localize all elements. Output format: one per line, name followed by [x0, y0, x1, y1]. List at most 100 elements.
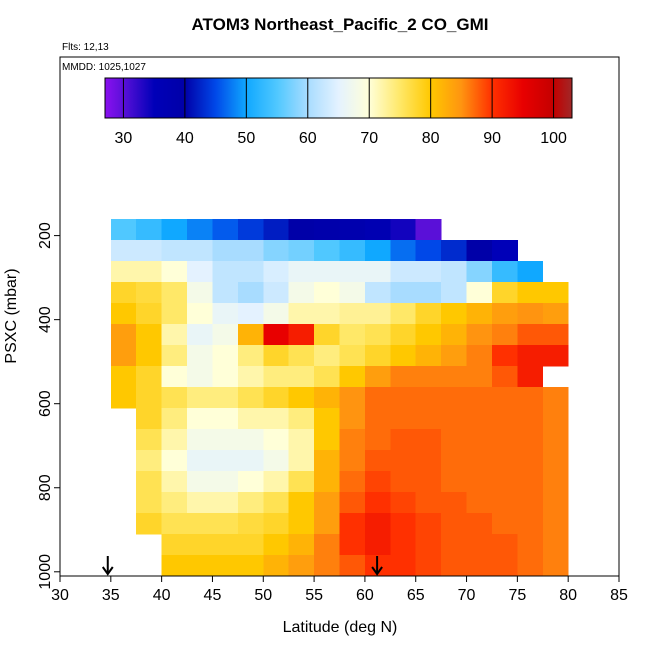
heat-cell: [339, 449, 366, 472]
heat-cell: [364, 449, 391, 472]
heat-cell: [364, 470, 391, 493]
heat-cell: [390, 407, 417, 430]
heat-cell: [263, 302, 290, 325]
y-tick-label: 800: [37, 474, 54, 501]
heat-cell: [415, 260, 442, 283]
heat-cell: [110, 344, 137, 367]
heat-cell: [441, 533, 467, 556]
heat-cell: [237, 323, 264, 346]
x-tick-label: 50: [254, 587, 272, 604]
heat-cell: [237, 512, 264, 535]
heat-cell: [161, 302, 188, 325]
heat-cell: [390, 449, 417, 472]
heat-cell: [263, 407, 290, 430]
heat-cell: [187, 386, 213, 409]
heat-cell: [212, 470, 239, 493]
heat-cell: [517, 281, 544, 304]
heat-cell: [466, 491, 493, 514]
heat-cell: [415, 449, 442, 472]
heat-cell: [263, 428, 290, 451]
heat-cell: [212, 239, 239, 262]
heat-cell: [187, 365, 213, 388]
heat-cell: [364, 365, 391, 388]
heat-cell: [339, 386, 366, 409]
heat-cell: [288, 554, 315, 577]
heat-cell: [390, 239, 417, 262]
heat-cell: [110, 281, 137, 304]
heat-cell: [466, 533, 493, 556]
heat-cell: [212, 386, 239, 409]
heat-cell: [415, 239, 442, 262]
heat-cell: [136, 491, 163, 514]
heat-cell: [187, 281, 213, 304]
heat-cell: [187, 260, 213, 283]
heat-cell: [161, 260, 188, 283]
heat-cell: [364, 407, 391, 430]
heat-cell: [263, 323, 290, 346]
heat-cell: [212, 428, 239, 451]
heat-cell: [491, 239, 518, 262]
heat-cell: [314, 365, 340, 388]
heat-cell: [212, 344, 239, 367]
heat-cell: [263, 239, 290, 262]
heat-cell: [415, 218, 442, 241]
heat-cell: [466, 386, 493, 409]
heat-cell: [136, 470, 163, 493]
heat-cell: [212, 449, 239, 472]
heat-cell: [110, 302, 137, 325]
heat-cell: [187, 428, 213, 451]
heat-cell: [339, 239, 366, 262]
heat-cell: [339, 533, 366, 556]
heat-cell: [364, 533, 391, 556]
heat-cell: [314, 428, 340, 451]
heat-cell: [314, 281, 340, 304]
y-tick-label: 400: [37, 306, 54, 333]
heatmap: [110, 218, 569, 577]
heat-cell: [237, 260, 264, 283]
heat-cell: [441, 470, 467, 493]
y-tick-label: 1000: [37, 554, 54, 590]
heat-cell: [136, 218, 163, 241]
x-tick-label: 65: [407, 587, 425, 604]
colorbar-tick-label: 90: [483, 130, 501, 147]
heat-cell: [491, 407, 518, 430]
heat-cell: [288, 428, 315, 451]
heat-cell: [161, 470, 188, 493]
heat-cell: [441, 302, 467, 325]
heat-cell: [288, 281, 315, 304]
heat-cell: [466, 470, 493, 493]
heat-cell: [161, 491, 188, 514]
heat-cell: [110, 386, 137, 409]
heat-cell: [187, 533, 213, 556]
heat-cell: [466, 512, 493, 535]
heat-cell: [187, 218, 213, 241]
heat-cell: [136, 449, 163, 472]
heat-cell: [288, 218, 315, 241]
heat-cell: [517, 554, 544, 577]
heat-cell: [542, 323, 569, 346]
heat-cell: [110, 365, 137, 388]
heat-cell: [212, 323, 239, 346]
heat-cell: [491, 512, 518, 535]
heat-cell: [466, 554, 493, 577]
heat-cell: [187, 512, 213, 535]
heat-cell: [288, 260, 315, 283]
heat-cell: [263, 281, 290, 304]
heat-cell: [161, 428, 188, 451]
heat-cell: [441, 365, 467, 388]
heat-cell: [466, 428, 493, 451]
heat-cell: [110, 239, 137, 262]
x-tick-label: 75: [508, 587, 526, 604]
heat-cell: [288, 470, 315, 493]
heat-cell: [237, 365, 264, 388]
heat-cell: [263, 218, 290, 241]
heat-cell: [212, 491, 239, 514]
heat-cell: [237, 533, 264, 556]
heat-cell: [212, 533, 239, 556]
heat-cell: [339, 302, 366, 325]
heat-cell: [441, 449, 467, 472]
heat-cell: [263, 365, 290, 388]
heat-cell: [441, 323, 467, 346]
heat-cell: [237, 449, 264, 472]
heat-cell: [339, 323, 366, 346]
